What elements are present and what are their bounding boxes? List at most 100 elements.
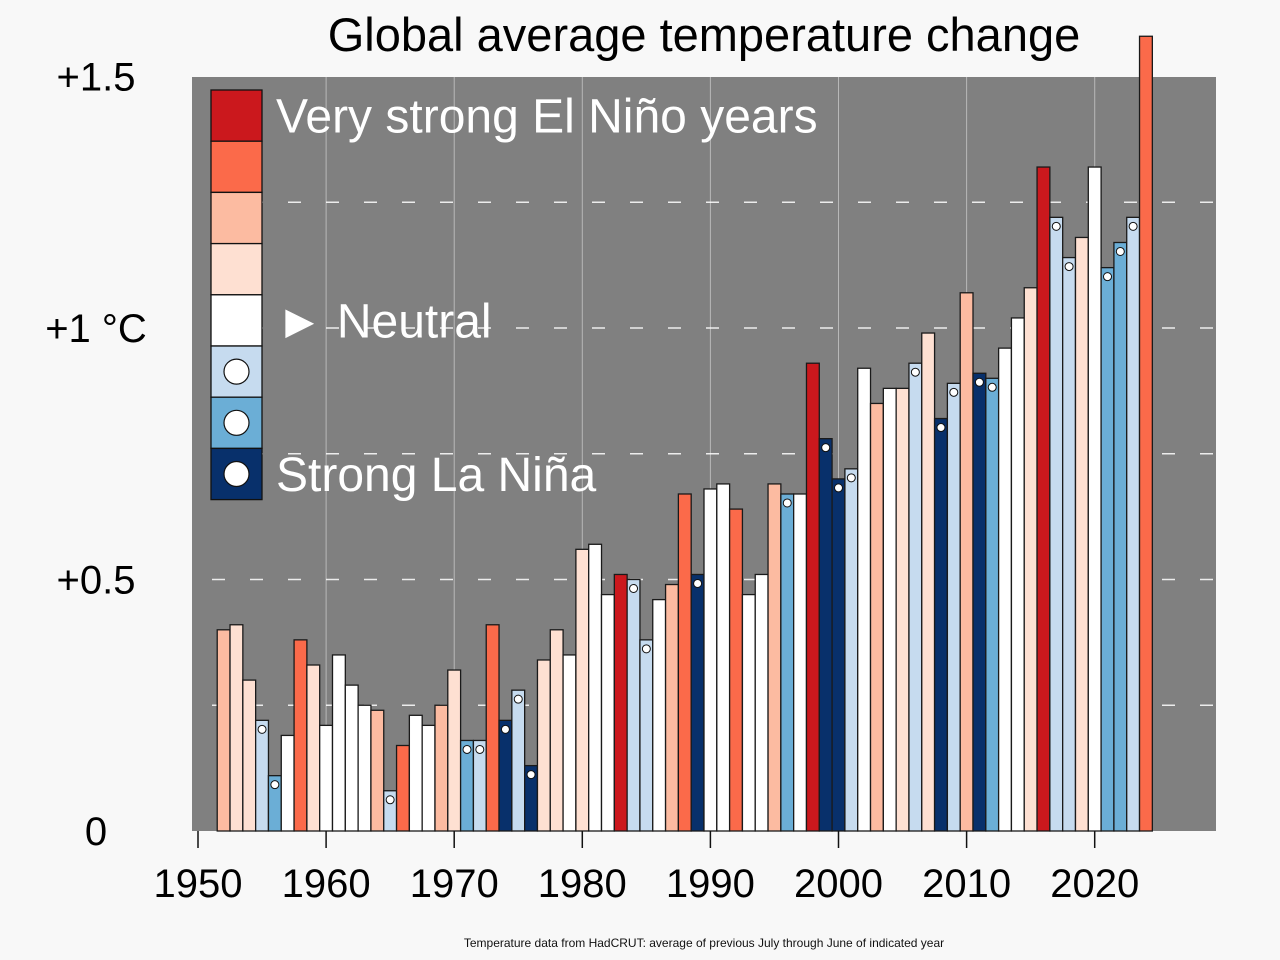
bar-2012 (985, 377, 1000, 832)
bar-1989 (690, 573, 705, 832)
la-nina-dot (846, 473, 856, 483)
bar-1990 (703, 488, 718, 832)
bar-1964 (370, 709, 385, 832)
bar-2019 (1074, 236, 1089, 832)
la-nina-dot (782, 498, 792, 508)
la-nina-dot (462, 744, 472, 754)
bar-2013 (997, 347, 1013, 832)
legend: Very strong El Niño years ► Neutral Strong… (210, 89, 818, 502)
la-nina-dot (257, 724, 267, 734)
bar-2014 (1010, 317, 1025, 832)
bar-1966 (395, 744, 411, 832)
bar-1987 (664, 583, 680, 832)
bar-1958 (293, 639, 308, 832)
legend-dot-icon (223, 358, 250, 385)
x-tick-label: 1950 (154, 862, 243, 906)
bar-1991 (716, 483, 731, 832)
bar-2003 (869, 402, 884, 832)
bar-1952 (216, 629, 231, 832)
bar-2017 (1049, 216, 1064, 832)
bar-1968 (421, 724, 436, 832)
x-tick-label: 2010 (922, 862, 1011, 906)
chart-title: Global average temperature change (328, 8, 1080, 61)
bar-1957 (280, 734, 295, 832)
legend-label: Very strong El Niño years (276, 91, 818, 144)
bar-1974 (498, 719, 513, 832)
bar-1961 (331, 654, 346, 832)
legend-swatch (210, 89, 263, 142)
x-axis: 1950 1960 1970 1980 1990 2000 2010 2020 (154, 831, 1139, 906)
la-nina-dot (500, 724, 510, 734)
chart-caption: Temperature data from HadCRUT: average o… (464, 936, 944, 950)
x-tick-label: 2000 (794, 862, 883, 906)
x-tick-label: 1960 (282, 862, 371, 906)
x-tick-label: 1980 (538, 862, 627, 906)
bar-1978 (549, 629, 564, 832)
bar-1988 (677, 493, 692, 832)
legend-swatch (210, 294, 263, 347)
bar-1972 (472, 739, 487, 832)
bar-1999 (818, 438, 833, 832)
bar-1959 (306, 664, 321, 832)
y-tick-label: +1 °C (45, 307, 147, 351)
la-nina-dot (475, 744, 485, 754)
bar-2021 (1100, 266, 1115, 832)
legend-dot-icon (223, 460, 250, 488)
la-nina-dot (987, 382, 997, 392)
la-nina-dot (513, 694, 523, 704)
la-nina-dot (1128, 221, 1138, 231)
bar-1986 (652, 598, 667, 832)
bar-2004 (882, 387, 897, 832)
la-nina-dot (1115, 246, 1125, 256)
la-nina-dot (834, 483, 843, 493)
bar-1997 (793, 493, 808, 832)
bar-1971 (459, 739, 475, 832)
legend-swatch (210, 140, 263, 194)
bar-2005 (895, 387, 910, 832)
bar-2009 (946, 382, 961, 832)
y-tick-label: +0.5 (57, 559, 136, 603)
la-nina-dot (1064, 262, 1074, 272)
bar-2016 (1036, 166, 1051, 832)
y-tick-label: +1.5 (57, 56, 136, 100)
la-nina-dot (693, 578, 703, 588)
bar-1998 (805, 362, 820, 832)
x-tick-label: 1990 (666, 862, 755, 906)
bar-2018 (1062, 256, 1077, 832)
bar-1994 (754, 573, 769, 832)
bar-1967 (408, 714, 423, 832)
la-nina-dot (910, 367, 920, 377)
bar-2020 (1087, 166, 1102, 832)
x-tick-label: 1970 (410, 862, 499, 906)
la-nina-dot (821, 443, 831, 453)
legend-label: Strong La Niña (276, 449, 597, 502)
bar-1992 (728, 508, 744, 832)
la-nina-dot (949, 387, 959, 397)
bar-1993 (741, 593, 756, 832)
bar-2007 (921, 332, 936, 832)
legend-dot-icon (223, 409, 250, 436)
bar-2002 (857, 367, 872, 832)
la-nina-dot (974, 377, 984, 387)
bar-1953 (229, 624, 244, 832)
bar-1963 (357, 704, 372, 832)
bar-1962 (344, 684, 359, 832)
legend-swatch (210, 191, 263, 245)
bar-2023 (1126, 216, 1141, 832)
bar-1996 (780, 493, 795, 832)
bar-2015 (1023, 287, 1038, 832)
bar-1995 (767, 483, 782, 832)
bar-1983 (613, 573, 628, 832)
y-tick-label: 0 (85, 810, 107, 854)
la-nina-dot (1051, 221, 1061, 231)
bar-1973 (485, 624, 500, 832)
bar-1970 (447, 669, 462, 832)
la-nina-dot (1103, 272, 1113, 282)
bar-1977 (536, 659, 551, 832)
legend-label: ► Neutral (276, 295, 492, 348)
bar-1984 (626, 578, 641, 832)
la-nina-dot (641, 644, 651, 654)
bar-2006 (908, 362, 923, 832)
la-nina-dot (385, 795, 395, 805)
